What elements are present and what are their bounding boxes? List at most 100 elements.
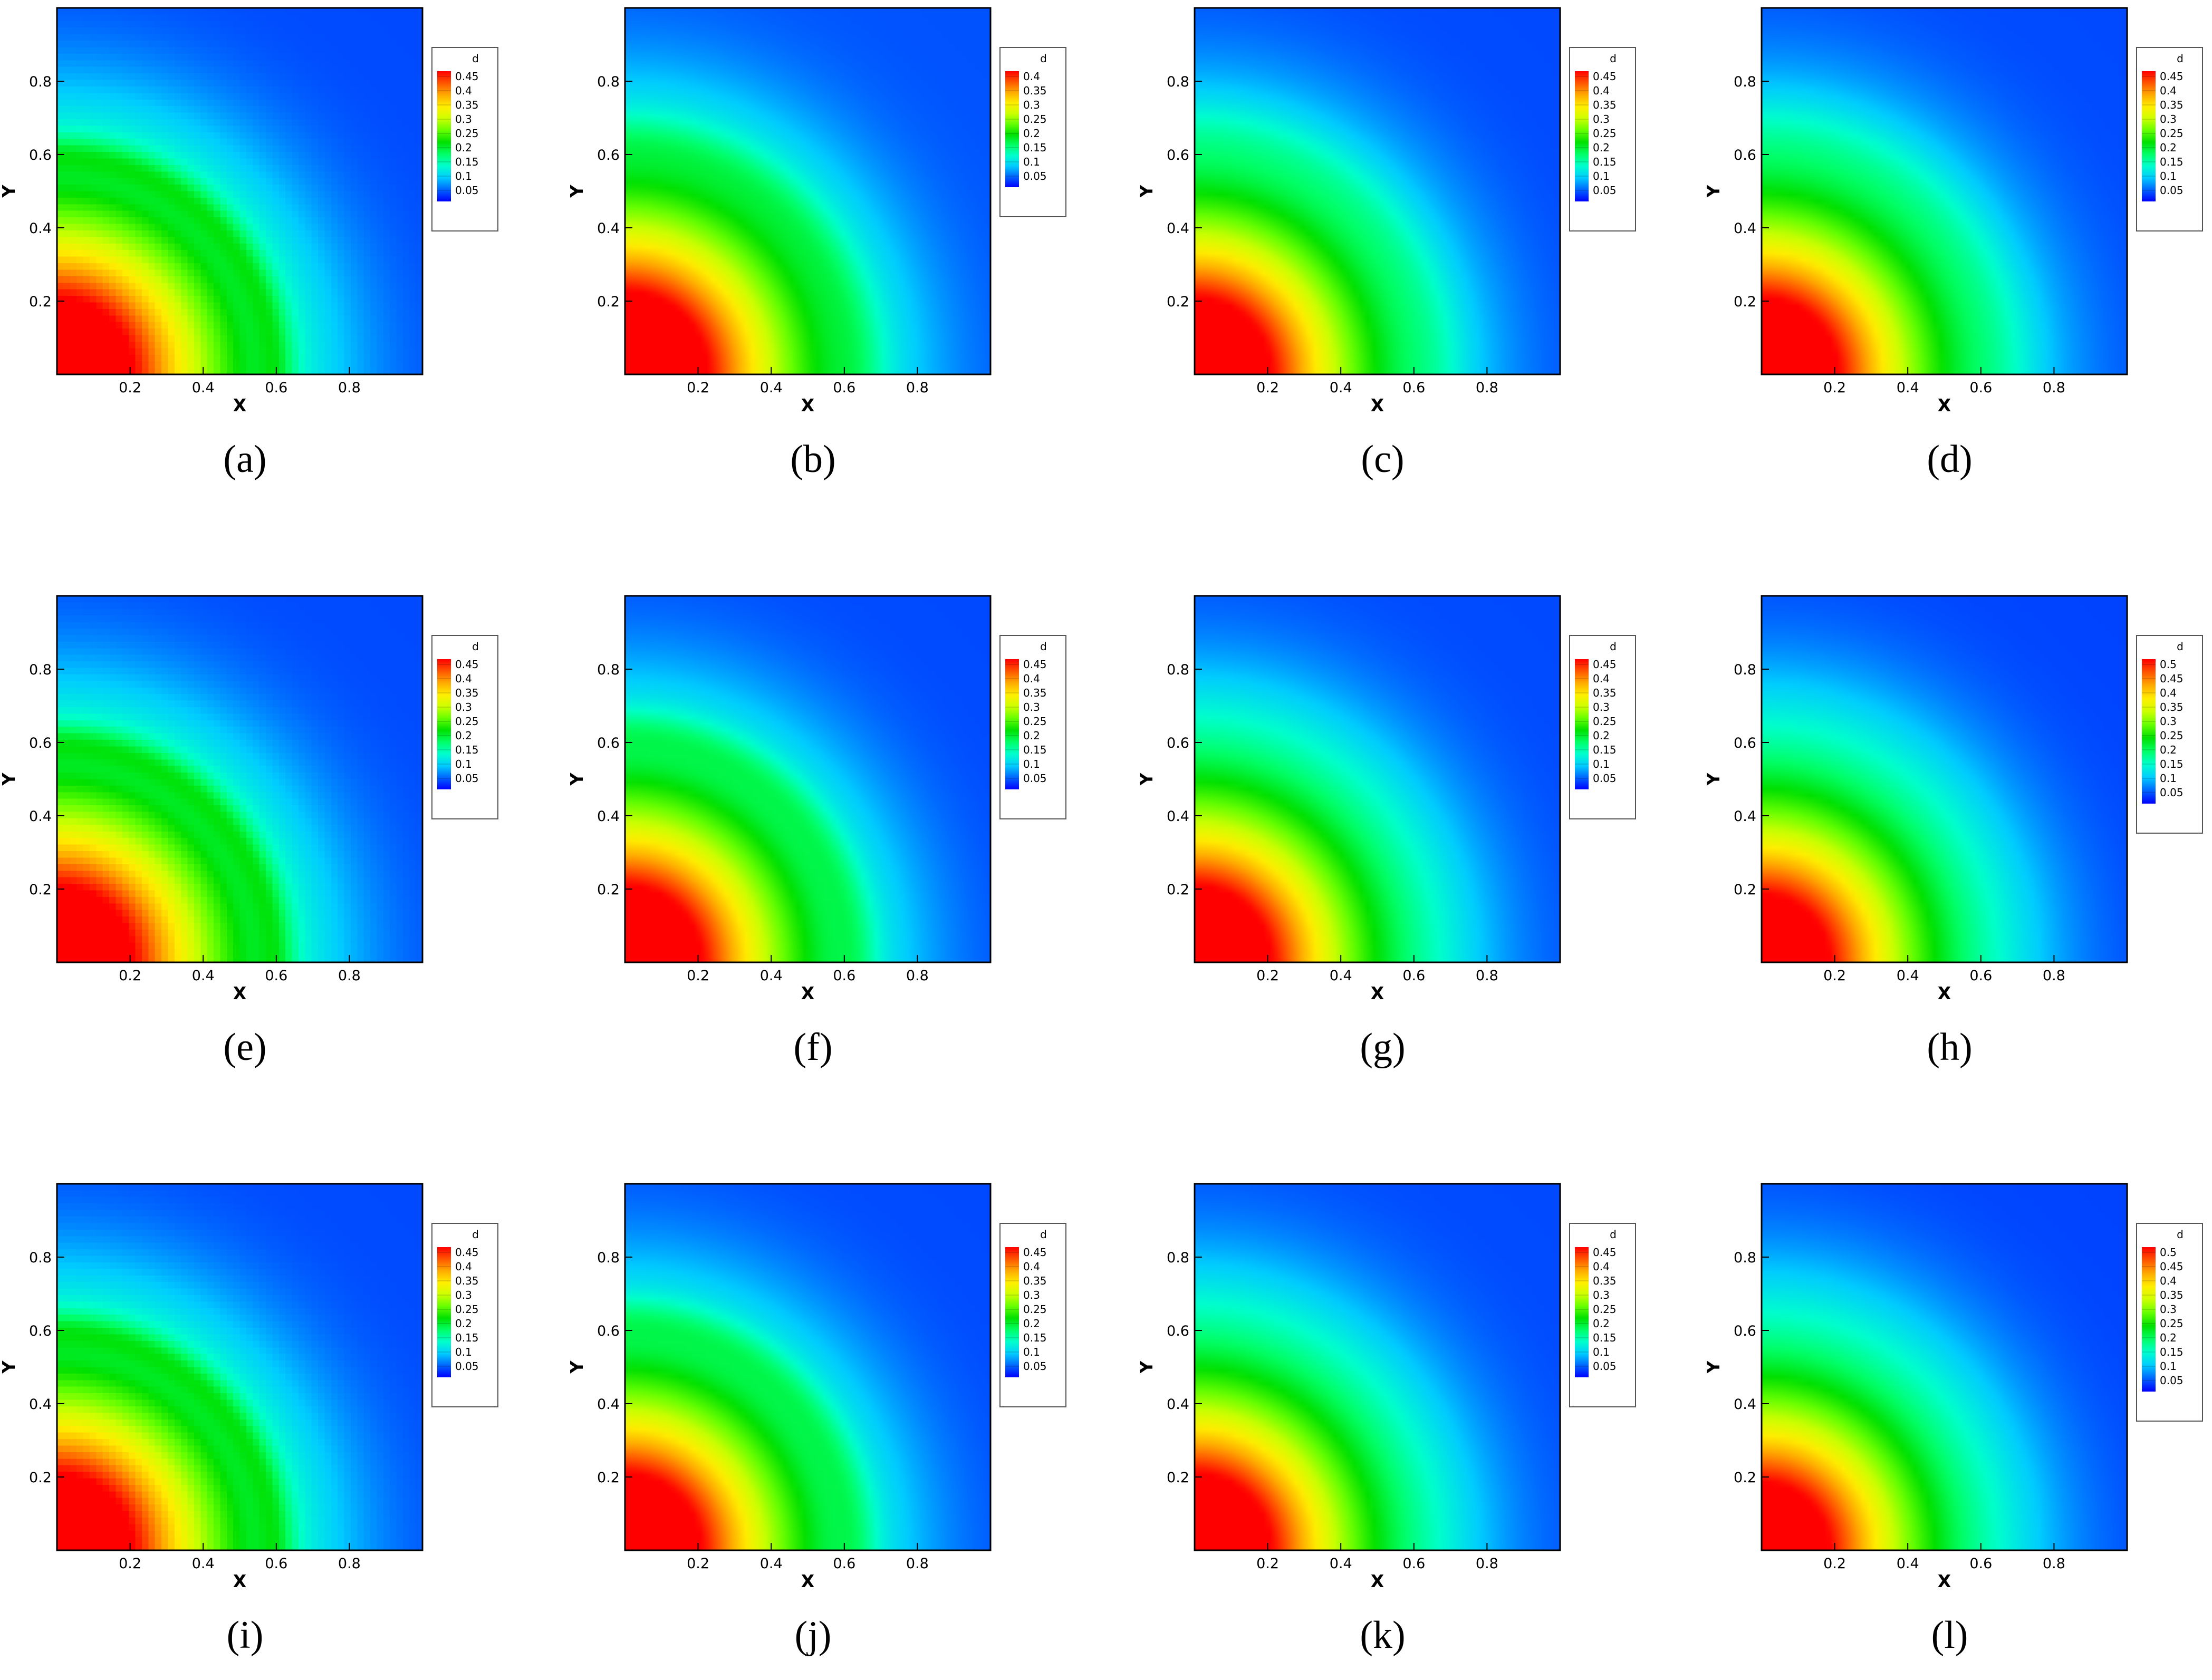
colorbar-label: 0.15: [1593, 156, 1617, 168]
x-tick-label: 0.8: [906, 1556, 929, 1572]
colorbar-label: 0.1: [1593, 758, 1610, 770]
colorbar-label: 0.4: [1593, 672, 1610, 685]
colorbar-label: 0.1: [2160, 170, 2177, 182]
y-tick-label: 0.2: [597, 882, 620, 898]
y-tick-label: 0.8: [1734, 662, 1756, 678]
colorbar-scale: [1575, 1247, 1589, 1377]
x-tick-label: 0.4: [1897, 1556, 1919, 1572]
colorbar-label: 0.15: [455, 1331, 479, 1344]
panel-caption: (e): [223, 1026, 266, 1069]
panel-caption: (b): [790, 438, 835, 481]
heatmap-image: [625, 1184, 990, 1550]
x-tick-label: 0.6: [1402, 968, 1425, 984]
y-tick-label: 0.6: [1734, 735, 1756, 751]
y-tick-label: 0.6: [29, 1323, 52, 1339]
colorbar-label: 0.35: [455, 99, 479, 111]
panel-caption: (i): [227, 1614, 264, 1657]
x-axis-label: X: [1371, 983, 1384, 1003]
colorbar-label: 0.1: [1593, 170, 1610, 182]
colorbar-label: 0.2: [2160, 141, 2177, 154]
colorbar-label: 0.4: [2160, 1275, 2177, 1287]
x-tick-label: 0.8: [906, 380, 929, 396]
colorbar-title: d: [1040, 52, 1047, 65]
y-tick-label: 0.6: [1167, 1323, 1189, 1339]
x-axis-label: X: [233, 395, 246, 416]
colorbar-label: 0.4: [455, 84, 472, 97]
colorbar-label: 0.35: [1593, 687, 1617, 699]
colorbar-scale: [437, 71, 451, 201]
colorbar-label: 0.5: [2160, 658, 2177, 671]
colorbar-label: 0.35: [2160, 1289, 2184, 1301]
colorbar-label: 0.35: [455, 1275, 479, 1287]
x-tick-label: 0.2: [1823, 968, 1846, 984]
panel-k: 0.2 0.4 0.6 0.80.80.60.40.2XYd0.450.40.350.…: [1136, 1183, 1636, 1657]
y-axis-label: Y: [1136, 184, 1157, 198]
panel-caption: (a): [223, 438, 266, 481]
colorbar-label: 0.2: [1593, 1317, 1610, 1330]
plot-frame: [1194, 595, 1561, 963]
colorbar-label: 0.45: [1593, 658, 1617, 671]
colorbar-label: 0.2: [1023, 127, 1040, 140]
y-tick-label: 0.6: [597, 1323, 620, 1339]
colorbar-title: d: [1610, 1228, 1617, 1241]
colorbar-label: 0.15: [1593, 1331, 1617, 1344]
colorbar-title: d: [472, 52, 479, 65]
colorbar-label: 0.15: [2160, 156, 2184, 168]
panel-caption: (d): [1927, 438, 1972, 481]
colorbar-label: 0.1: [2160, 1360, 2177, 1373]
colorbar-scale: [1005, 659, 1019, 789]
colorbar-label: 0.05: [2160, 786, 2184, 799]
x-axis-label: X: [1371, 1571, 1384, 1591]
panel-l: 0.2 0.4 0.6 0.8 0.8 0.6 0.4 0.2 X Yd0.50.45 0.4 0.3…: [1703, 1183, 2203, 1657]
colorbar-title: d: [472, 640, 479, 653]
heatmap-image: [57, 596, 422, 962]
colorbar-label: 0.25: [455, 1303, 479, 1316]
heatmap-image: [625, 596, 990, 962]
x-tick-label: 0.2: [687, 968, 709, 984]
colorbar-label: 0.25: [455, 715, 479, 728]
heatmap-image: [1762, 596, 2127, 962]
y-tick-label: 0.8: [1167, 1250, 1189, 1266]
y-tick-label: 0.2: [1734, 882, 1756, 898]
colorbar-label: 0.45: [455, 1246, 479, 1259]
y-tick-label: 0.6: [1734, 1323, 1756, 1339]
colorbar-label: 0.05: [455, 184, 479, 197]
y-tick-label: 0.4: [597, 220, 620, 237]
y-tick-label: 0.8: [1167, 662, 1189, 678]
colorbar-scale: [2142, 71, 2156, 201]
heatmap-image: [1195, 596, 1560, 962]
colorbar-label: 0.4: [455, 672, 472, 685]
colorbar-label: 0.15: [1593, 744, 1617, 756]
colorbar-label: 0.05: [1023, 170, 1047, 182]
x-axis-label: X: [1938, 983, 1951, 1003]
x-tick-label: 0.4: [1330, 1556, 1352, 1572]
colorbar-title: d: [2177, 640, 2184, 653]
colorbar-title: d: [1040, 640, 1047, 653]
x-tick-label: 0.4: [1897, 968, 1919, 984]
colorbar-label: 0.3: [1593, 113, 1610, 125]
colorbar-label: 0.05: [2160, 1374, 2184, 1387]
colorbar-title: d: [1040, 1228, 1047, 1241]
y-tick-label: 0.8: [597, 1250, 620, 1266]
panel-caption: (f): [794, 1026, 833, 1069]
x-tick-label: 0.4: [1330, 380, 1352, 396]
y-tick-label: 0.4: [1167, 1396, 1189, 1413]
plot-frame: [56, 595, 424, 963]
x-tick-label: 0.6: [1402, 1556, 1425, 1572]
x-axis-label: X: [1938, 1571, 1951, 1591]
y-tick-label: 0.8: [597, 74, 620, 90]
panel-d: 0.2 0.4 0.6 0.80.80.60.40.2XYd0.450.40.350.…: [1703, 7, 2203, 481]
colorbar-label: 0.05: [1593, 772, 1617, 785]
y-tick-label: 0.6: [597, 147, 620, 163]
heatmap-image: [1195, 1184, 1560, 1550]
colorbar-label: 0.35: [1593, 1275, 1617, 1287]
colorbar-label: 0.25: [1593, 715, 1617, 728]
y-tick-label: 0.4: [597, 1396, 620, 1413]
y-axis-label: Y: [0, 772, 19, 786]
colorbar-label: 0.25: [2160, 127, 2184, 140]
y-tick-label: 0.4: [1734, 808, 1756, 825]
y-axis-label: Y: [566, 1360, 587, 1374]
y-axis-label: Y: [566, 772, 587, 786]
panel-b: 0.2 0.4 0.6 0.80.80.60.40.2XYd0.40.350.30.2…: [566, 7, 1066, 481]
